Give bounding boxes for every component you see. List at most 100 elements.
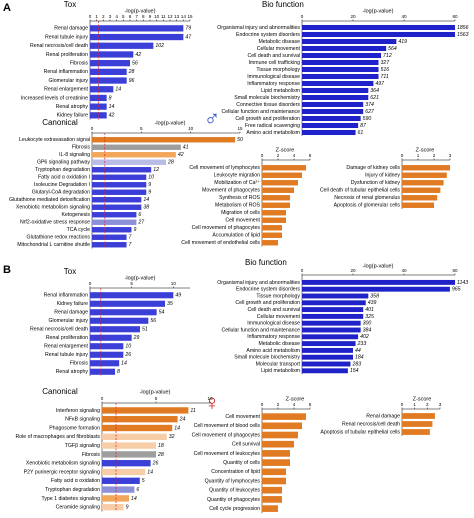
molecule-count: 402 bbox=[360, 334, 369, 340]
category-label: Cell cycle progression bbox=[209, 506, 260, 512]
molecule-count: 96 bbox=[129, 78, 135, 84]
chart-title: Canonical bbox=[42, 387, 78, 396]
category-label: NFκB signaling bbox=[65, 417, 100, 423]
x-tick-label: 4 bbox=[293, 402, 296, 407]
category-label: Concentration of lipid bbox=[211, 469, 260, 475]
bar bbox=[92, 174, 147, 180]
axis-title: Z-score bbox=[416, 147, 435, 153]
bar bbox=[262, 450, 290, 457]
molecule-count: 35 bbox=[167, 301, 173, 307]
category-label: TGFβ signaling bbox=[65, 443, 100, 449]
bar bbox=[90, 351, 124, 358]
bar bbox=[302, 129, 356, 136]
category-label: Cell movement of phagocytes bbox=[192, 225, 261, 231]
category-label: Cell movement of phagocytes bbox=[192, 432, 261, 438]
bar bbox=[402, 195, 438, 201]
bar bbox=[262, 468, 286, 476]
bar bbox=[102, 407, 189, 414]
bar bbox=[92, 144, 181, 150]
bar bbox=[402, 165, 450, 171]
x-tick-label: 5 bbox=[122, 14, 125, 19]
molecule-count: 325 bbox=[365, 314, 374, 320]
bar bbox=[92, 197, 142, 203]
x-tick-label: 6 bbox=[309, 402, 312, 407]
x-tick-label: 10 bbox=[154, 14, 160, 19]
category-label: Fibrosis bbox=[70, 61, 89, 67]
x-tick-label: 0 bbox=[261, 153, 264, 158]
category-label: Endocrine system disorders bbox=[236, 32, 300, 38]
bar bbox=[262, 217, 286, 223]
category-label: Quantity of lymphocytes bbox=[205, 478, 261, 484]
molecule-count: 1563 bbox=[457, 32, 469, 38]
category-label: Cell death of tubular epithelial cells bbox=[320, 188, 401, 194]
x-tick-label: 3 bbox=[439, 402, 442, 407]
axis-title: -log(p-value) bbox=[363, 263, 394, 269]
chart-title: Canonical bbox=[42, 118, 78, 127]
bar bbox=[262, 440, 294, 448]
molecule-count: 87 bbox=[360, 123, 367, 129]
molecule-count: 712 bbox=[383, 53, 392, 59]
bar bbox=[102, 495, 129, 502]
category-label: Cell growth and proliferation bbox=[235, 300, 300, 306]
molecule-count: 49 bbox=[175, 293, 181, 299]
bar bbox=[262, 486, 282, 494]
category-label: Fibrosis bbox=[72, 145, 91, 151]
category-label: Glomerular injury bbox=[49, 78, 89, 84]
category-label: Renal tubule injury bbox=[45, 34, 88, 40]
category-label: Fatty acid α oxidation bbox=[51, 478, 100, 484]
molecule-count: 564 bbox=[388, 46, 397, 52]
molecule-count: 8 bbox=[117, 369, 120, 375]
bar bbox=[102, 504, 124, 511]
bar bbox=[90, 77, 127, 84]
category-label: Cellular function and maintenance bbox=[222, 327, 301, 333]
molecule-count: 56 bbox=[132, 61, 138, 67]
category-label: Inflammatory response bbox=[247, 334, 300, 340]
bar bbox=[92, 152, 176, 158]
bar bbox=[102, 442, 156, 449]
sex-symbol: ♀ bbox=[204, 390, 221, 415]
bar bbox=[90, 51, 134, 58]
bar bbox=[262, 165, 306, 171]
bar bbox=[90, 368, 115, 375]
molecule-count: 9 bbox=[133, 227, 136, 233]
axis-title: Z-score bbox=[413, 396, 432, 402]
molecule-count: 14 bbox=[121, 361, 127, 367]
molecule-count: 627 bbox=[365, 109, 375, 115]
bar bbox=[102, 416, 178, 423]
category-label: Metabolic disease bbox=[258, 341, 300, 347]
molecule-count: 516 bbox=[381, 67, 390, 73]
x-tick-label: 1 bbox=[95, 14, 98, 19]
category-label: Renal atrophy bbox=[56, 369, 89, 375]
x-tick-label: 0 bbox=[89, 14, 92, 19]
molecule-count: 12 bbox=[153, 167, 159, 173]
molecule-count: 10 bbox=[125, 344, 131, 350]
bar bbox=[302, 347, 353, 353]
bar bbox=[262, 187, 294, 193]
bar bbox=[92, 212, 137, 218]
x-tick-label: 0 bbox=[401, 402, 404, 407]
category-label: Mitochondrial L carnitine shuttle bbox=[17, 242, 90, 248]
bar bbox=[90, 60, 130, 67]
molecule-count: 154 bbox=[350, 368, 359, 374]
category-label: Fibrosis bbox=[70, 361, 89, 367]
category-label: Cell movement bbox=[225, 414, 260, 420]
molecule-count: 54 bbox=[159, 310, 165, 316]
bar bbox=[402, 421, 433, 427]
category-label: Renal inflammation bbox=[44, 69, 89, 75]
x-tick-label: 8 bbox=[142, 14, 145, 19]
x-tick-label: 5 bbox=[140, 126, 143, 131]
x-tick-label: 4 bbox=[115, 14, 118, 19]
bar bbox=[102, 460, 151, 467]
bar bbox=[92, 227, 132, 233]
molecule-count: 18 bbox=[158, 443, 164, 449]
x-tick-label: 12 bbox=[167, 14, 173, 19]
category-label: Tryptophan degradation bbox=[45, 487, 100, 493]
x-tick-label: 20 bbox=[350, 14, 356, 19]
x-tick-label: 6 bbox=[309, 153, 312, 158]
category-label: Renal necrosis/cell death bbox=[30, 43, 88, 49]
molecule-count: 419 bbox=[398, 39, 407, 45]
category-label: Inflammatory response bbox=[247, 81, 300, 87]
category-label: Type 1 diabetes signaling bbox=[41, 496, 100, 502]
x-tick-label: 0 bbox=[261, 402, 264, 407]
category-label: Synthesis of ROS bbox=[219, 195, 260, 201]
